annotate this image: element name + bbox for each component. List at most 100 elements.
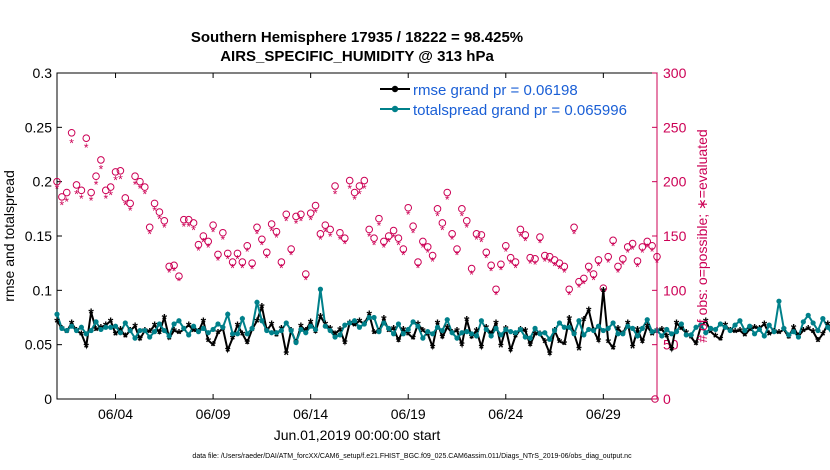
obs-possible-point <box>287 245 295 253</box>
obs-possible-point <box>584 262 593 271</box>
y2-tick-label: 300 <box>663 65 687 81</box>
rmse-point: * <box>123 329 129 345</box>
totalspread-point <box>112 323 119 329</box>
obs-evaluated-point: * <box>299 215 304 229</box>
obs-evaluated-point: * <box>303 273 308 287</box>
totalspread-point <box>142 327 148 334</box>
obs-possible-point <box>155 208 164 216</box>
obs-possible-point <box>292 212 300 221</box>
totalspread-point <box>756 326 763 333</box>
rmse-point: * <box>542 334 548 350</box>
obs-evaluated-point: * <box>318 233 323 247</box>
obs-evaluated-point: * <box>630 243 635 257</box>
obs-evaluated-point: * <box>377 219 382 233</box>
obs-possible-point <box>516 225 525 234</box>
obs-possible-point <box>316 230 325 238</box>
obs-possible-point <box>170 261 178 270</box>
totalspread-point <box>181 325 187 331</box>
obs-evaluated-point: * <box>264 252 269 266</box>
totalspread-point <box>493 325 499 331</box>
totalspread-point <box>649 329 655 335</box>
obs-evaluated-point: * <box>625 246 630 260</box>
totalspread-point <box>415 323 421 329</box>
obs-evaluated-point: * <box>64 195 69 209</box>
x-tick-label: 06/19 <box>391 406 426 422</box>
obs-possible-point <box>580 274 588 283</box>
obs-possible-point <box>497 260 505 269</box>
obs-possible-point <box>150 199 159 208</box>
rmse-point: * <box>205 333 211 349</box>
obs-evaluated-point: * <box>479 235 484 249</box>
totalspread-point <box>69 323 75 329</box>
totalspread-point <box>712 326 719 333</box>
obs-evaluated-point: * <box>338 233 343 247</box>
y-axis-left-ticks: 0 0.05 0.1 0.15 0.2 0.25 0.3 <box>25 65 62 407</box>
x-tick-label: 06/09 <box>196 406 231 422</box>
totalspread-point <box>156 321 163 327</box>
obs-possible-point <box>419 237 427 246</box>
totalspread-point <box>390 331 397 337</box>
y-tick-label: 0.2 <box>33 174 53 190</box>
obs-possible-point <box>619 255 627 263</box>
obs-possible-point <box>341 234 349 242</box>
obs-possible-point <box>394 234 403 242</box>
obs-evaluated-point: * <box>586 266 591 280</box>
totalspread-point <box>308 323 314 329</box>
chart-title-line2: AIRS_SPECIFIC_HUMIDITY @ 313 hPa <box>220 48 494 65</box>
rmse-point: * <box>357 314 363 330</box>
totalspread-point <box>381 320 387 326</box>
totalspread-point <box>312 326 319 333</box>
obs-evaluated-point: * <box>596 259 601 273</box>
x-tick-label: 06/29 <box>586 406 621 422</box>
obs-possible-point <box>131 172 139 181</box>
obs-evaluated-point: * <box>445 193 450 207</box>
rmse-point: * <box>752 320 758 336</box>
obs-possible-point <box>404 203 413 212</box>
totalspread-point <box>73 327 80 334</box>
obs-evaluated-point: * <box>591 273 596 287</box>
obs-possible-point <box>180 215 188 224</box>
totalspread-point <box>215 321 221 327</box>
obs-evaluated-point: * <box>581 278 586 292</box>
totalspread-point <box>117 330 124 336</box>
totalspread-point <box>722 324 728 330</box>
totalspread-point <box>761 333 767 339</box>
totalspread-point <box>639 325 645 331</box>
rmse-point: * <box>469 330 475 346</box>
totalspread-point <box>464 329 470 335</box>
obs-possible-point <box>121 194 130 202</box>
x-tick-label: 06/24 <box>488 406 523 422</box>
obs-possible-point <box>82 134 91 142</box>
obs-possible-point <box>433 205 442 213</box>
rmse-point: * <box>245 335 251 351</box>
rmse-point: * <box>352 318 358 334</box>
totalspread-point <box>269 330 275 336</box>
obs-evaluated-point: * <box>650 245 655 259</box>
obs-possible-point <box>375 214 383 223</box>
rmse-point: * <box>454 324 460 340</box>
rmse-point: * <box>649 327 655 343</box>
obs-count-markers: ** *** ****** ** ** ** * ****** *** * *** *********… <box>53 128 661 403</box>
chart-title-line1: Southern Hemisphere 17935 / 18222 = 98.4… <box>191 29 523 46</box>
totalspread-point <box>669 331 675 337</box>
obs-possible-point <box>238 258 247 266</box>
obs-evaluated-point: * <box>460 209 465 223</box>
y-tick-label: 0.25 <box>25 119 52 135</box>
obs-evaluated-point: * <box>367 230 372 244</box>
rmse-point: * <box>259 300 265 316</box>
obs-evaluated-point: * <box>328 230 333 244</box>
rmse-point: * <box>162 311 168 327</box>
rmse-point: * <box>562 337 568 353</box>
totalspread-point <box>249 325 255 331</box>
totalspread-point <box>93 319 99 325</box>
rmse-point: * <box>435 316 441 332</box>
totalspread-point <box>586 326 592 333</box>
obs-possible-point <box>141 183 149 191</box>
totalspread-point <box>693 324 699 330</box>
totalspread-point <box>420 335 426 341</box>
rmse-point: * <box>54 314 60 330</box>
obs-evaluated-point: * <box>323 226 328 240</box>
obs-possible-point <box>194 240 203 249</box>
obs-possible-point <box>453 245 461 253</box>
totalspread-point <box>815 327 821 334</box>
